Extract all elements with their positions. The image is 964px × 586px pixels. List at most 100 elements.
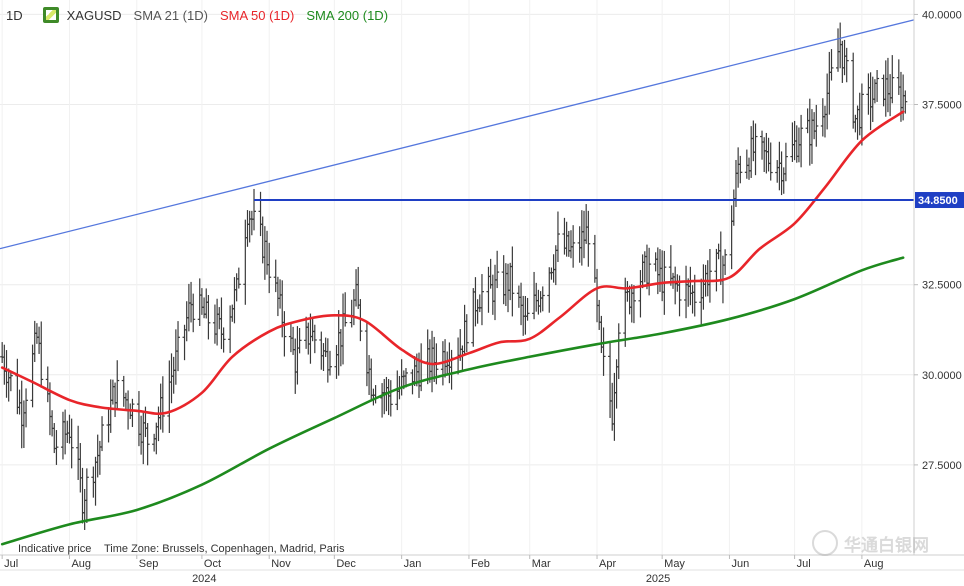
ohlc-bar — [762, 137, 767, 172]
ohlc-bar — [382, 379, 387, 415]
sma-50-1d-line — [0, 110, 905, 416]
ohlc-bar — [371, 388, 376, 406]
ohlc-bar — [199, 288, 204, 315]
x-tick-label: Dec — [336, 558, 356, 570]
ohlc-bar — [608, 342, 613, 418]
ohlc-bar — [327, 350, 332, 376]
ohlc-bar — [145, 423, 150, 466]
ohlc-bar — [601, 327, 606, 376]
sma50-legend[interactable]: SMA 50 (1D) — [219, 7, 295, 23]
ohlc-bar — [731, 189, 736, 226]
ohlc-bar — [304, 316, 309, 349]
ohlc-bar — [582, 210, 587, 259]
symbol-label[interactable]: XAGUSD — [66, 7, 122, 23]
ohlc-bar — [65, 420, 70, 443]
y-tick-label: 37.5000 — [922, 100, 962, 112]
ohlc-bar — [568, 230, 573, 259]
ohlc-bar — [17, 389, 22, 415]
ohlc-bar — [160, 376, 165, 433]
ohlc-bar — [896, 59, 901, 95]
ohlc-bar — [592, 234, 597, 283]
ohlc-bar — [76, 425, 81, 480]
x-tick-label: Jun — [731, 558, 749, 570]
ohlc-bar — [21, 400, 26, 448]
x-tick-label: Nov — [271, 558, 291, 570]
ohlc-bar — [673, 266, 678, 305]
ohlc-bar — [825, 73, 830, 130]
ohlc-bar — [189, 281, 194, 323]
ohlc-bar — [486, 266, 491, 313]
x-tick-label: Feb — [471, 558, 490, 570]
ohlc-bar — [338, 329, 343, 367]
ohlc-bar — [39, 321, 44, 388]
ohlc-bar — [883, 60, 888, 117]
ohlc-bar — [842, 39, 847, 76]
x-tick-label: Jan — [404, 558, 422, 570]
ohlc-bar — [293, 338, 298, 394]
ohlc-bar — [855, 105, 860, 140]
ohlc-bar — [202, 297, 207, 319]
ohlc-bar — [206, 294, 211, 340]
ohlc-bar — [15, 358, 20, 415]
ohlc-bar — [701, 264, 706, 310]
price-axis[interactable]: 27.5000 30.0000 32.5000 37.5000 40.0000 34.85… — [913, 0, 964, 555]
ohlc-bar — [349, 299, 354, 328]
ohlc-bar — [321, 343, 326, 372]
sma21-legend[interactable]: SMA 21 (1D) — [133, 7, 208, 23]
ohlc-bar — [840, 40, 845, 83]
ohlc-bar — [597, 299, 602, 330]
ohlc-bar — [684, 265, 689, 319]
ohlc-bar — [312, 324, 317, 354]
ohlc-bar — [310, 317, 315, 342]
ohlc-bar — [265, 230, 270, 275]
ohlc-bar — [799, 114, 804, 168]
ohlc-bar — [566, 230, 571, 257]
ohlc-bar — [627, 285, 632, 315]
ohlc-bar — [67, 414, 72, 444]
ohlc-bar — [204, 288, 209, 319]
ohlc-bar — [859, 83, 864, 146]
ohlc-bar — [388, 380, 393, 417]
ohlc-bar — [744, 149, 749, 179]
ohlc-bar — [158, 383, 163, 430]
ohlc-bar — [399, 359, 404, 396]
ohlc-bar — [45, 366, 50, 403]
ohlc-bar — [812, 112, 817, 140]
sma200-legend[interactable]: SMA 200 (1D) — [306, 7, 389, 23]
ohlc-bar — [115, 360, 120, 410]
ohlc-bar — [490, 274, 495, 315]
ohlc-bar — [768, 142, 773, 181]
ohlc-bar — [449, 349, 454, 390]
ohlc-bar — [34, 323, 39, 344]
ohlc-bar — [777, 141, 782, 191]
ohlc-bar — [501, 255, 506, 305]
time-axis[interactable]: Jul Aug Sep Oct Nov Dec Jan Feb Mar Apr May Jun Jul A… — [0, 554, 964, 585]
ohlc-bar — [564, 221, 569, 257]
ohlc-bar — [903, 90, 908, 114]
ohlc-bar — [508, 262, 513, 301]
x-tick-label: May — [664, 558, 685, 570]
ohlc-bar — [443, 339, 448, 378]
y-tick-label: 27.5000 — [922, 460, 962, 472]
ohlc-bar — [586, 210, 591, 267]
ohlc-bar — [523, 296, 528, 335]
x-year-label: 2024 — [192, 573, 216, 585]
ohlc-bar — [688, 266, 693, 306]
ohlc-bar — [273, 259, 278, 293]
ohlc-bar — [707, 248, 712, 303]
timeframe-label[interactable]: 1D — [6, 7, 23, 23]
resistance-trendline — [0, 19, 915, 250]
ohlc-bar — [364, 322, 369, 387]
x-tick-label: Aug — [71, 558, 91, 570]
ohlc-bar — [80, 467, 85, 524]
ohlc-bar — [875, 70, 880, 102]
ohlc-bar — [753, 123, 758, 176]
ohlc-bar — [4, 350, 9, 398]
ohlc-bar — [644, 244, 649, 290]
ohlc-bar — [136, 391, 141, 447]
ohlc-bar — [638, 270, 643, 318]
ohlc-bar — [249, 210, 254, 236]
ohlc-bar — [844, 47, 849, 83]
ohlc-bar — [84, 468, 89, 523]
ohlc-bar — [640, 254, 645, 289]
